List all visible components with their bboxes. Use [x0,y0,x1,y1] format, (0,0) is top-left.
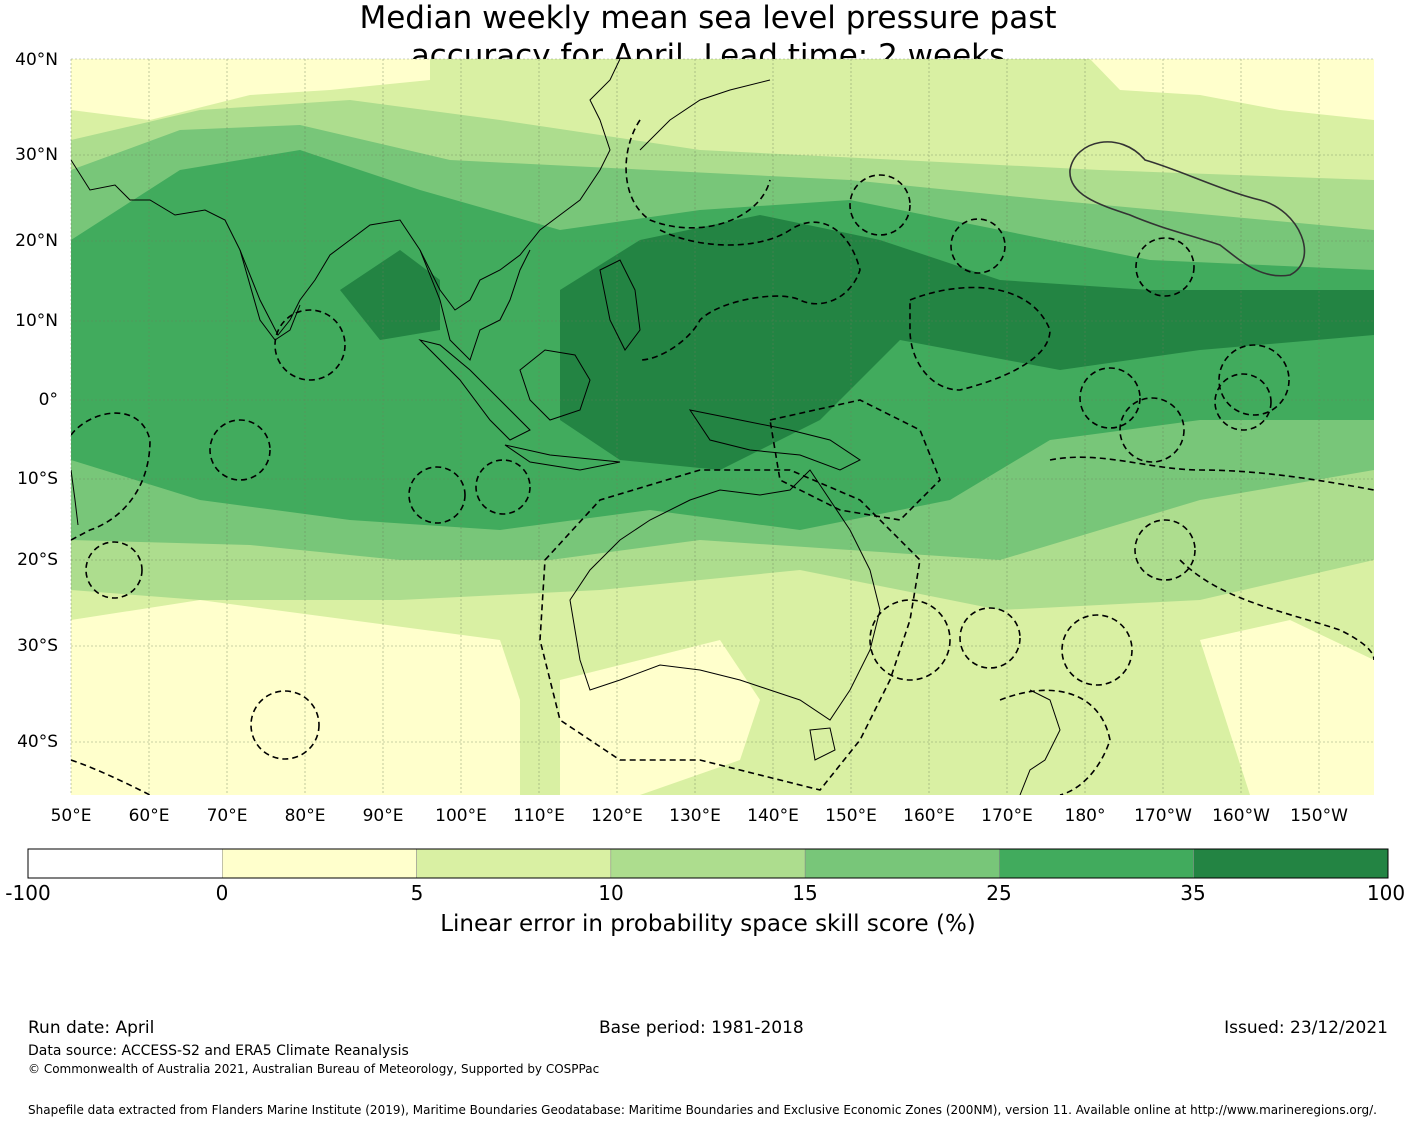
eez-indian-ocean [71,412,151,541]
colorbar-tick: 100 [1366,881,1406,905]
eez-marine [85,541,143,599]
colorbar-frame [27,848,1389,879]
eez-marine [1214,373,1272,431]
base-period: Base period: 1981-2018 [599,1018,804,1038]
lat-label: 0° [38,390,58,410]
eez-marine [408,466,466,524]
eez-australia [539,469,921,791]
eez-hawaii [1069,141,1306,277]
lat-label: 20°S [17,550,58,570]
lat-label: 30°N [15,145,58,165]
colorbar-cell [1193,848,1389,879]
lon-label: 100°E [435,806,487,826]
eez-central [639,221,861,361]
eez-micronesia [909,286,1051,391]
eez-north [625,119,771,229]
lon-label: 170°E [981,806,1033,826]
eez-boundaries [71,119,1374,795]
colorbar-tick: 25 [986,881,1012,905]
colorbar-label: Linear error in probability space skill … [440,911,976,937]
skill-zone-south-light-3 [1200,620,1374,795]
data-source: Data source: ACCESS-S2 and ERA5 Climate … [28,1043,409,1059]
coast-africa-madagascar [71,469,79,526]
coast-new-zealand [1019,689,1061,795]
issued-date: Issued: 23/12/2021 [1224,1018,1388,1038]
lat-label: 40°S [17,732,58,752]
colorbar-cell [27,848,223,879]
shapefile-credit: Shapefile data extracted from Flanders M… [28,1103,1377,1117]
lon-label: 140°E [747,806,799,826]
coastlines [71,59,1061,795]
colorbar-cells [27,848,1389,879]
copyright: © Commonwealth of Australia 2021, Austra… [28,1062,600,1076]
colorbar-tick: 10 [598,881,624,905]
eez-marine [1119,397,1185,463]
lon-label: 160°E [903,806,955,826]
colorbar-tick: 5 [410,881,424,905]
colorbar-tick: 15 [792,881,818,905]
eez-pacific-band [1049,456,1374,491]
skill-zone-south-light-2 [560,640,760,795]
eez-png [769,399,941,521]
coast-new-guinea [688,409,861,471]
coast-japan [639,79,771,151]
colorbar-cell [416,848,612,879]
coast-philippines [599,259,641,351]
colorbar-tick: 35 [1180,881,1206,905]
lon-label: 70°E [206,806,248,826]
coast-sumatra [418,339,531,441]
colorbar-tick: 0 [215,881,229,905]
lon-label: 50°E [50,806,92,826]
eez-marine [950,218,1006,274]
colorbar-cell [804,848,1000,879]
colorbar-cell [999,848,1194,879]
lat-label: 30°S [17,636,58,656]
skill-map [70,58,1374,795]
lon-label: 130°E [669,806,721,826]
eez-marine [869,599,951,681]
lon-label: 150°E [825,806,877,826]
lon-label: 90°E [362,806,404,826]
lat-label: 10°N [15,311,58,331]
eez-marine [274,309,346,381]
lon-label: 110°E [513,806,565,826]
colorbar-cell [222,848,417,879]
run-date: Run date: April [28,1018,155,1038]
map-title-line-1: Median weekly mean sea level pressure pa… [359,0,1057,36]
lon-label: 170°W [1134,806,1192,826]
skill-zone-35-100 [560,215,1374,470]
coast-arabia [71,59,621,336]
lat-label: 40°N [15,50,58,70]
eez-marine [1218,344,1290,416]
eez-marine [475,459,531,515]
colorbar-cell [610,848,806,879]
eez-marine [959,607,1021,669]
lon-label: 160°W [1212,806,1270,826]
eez-marine [250,690,320,760]
lat-label: 20°N [15,231,58,251]
eez-marine [1061,614,1133,686]
lon-label: 60°E [128,806,170,826]
coast-tasmania [809,727,836,761]
skill-zone-north-light [71,59,430,120]
coast-australia [569,469,881,721]
eez-marine [1135,237,1195,297]
lon-label: 150°W [1290,806,1348,826]
colorbar-tick: -100 [5,881,51,905]
skill-zone-south-light [71,600,520,795]
lat-label: 10°S [17,469,58,489]
skill-zone-35-100-west [340,250,440,340]
coast-java [504,444,621,471]
coast-indochina [419,249,531,361]
eez-marine [1134,519,1196,581]
lon-label: 180° [1064,806,1106,826]
eez-marine [209,419,271,481]
lon-label: 120°E [591,806,643,826]
eez-nz [999,689,1111,795]
coast-borneo [519,349,591,421]
eez-marine [1079,367,1141,429]
skill-zone-north-light-2 [1090,59,1374,120]
lon-label: 80°E [284,806,326,826]
eez-marine [849,174,911,236]
